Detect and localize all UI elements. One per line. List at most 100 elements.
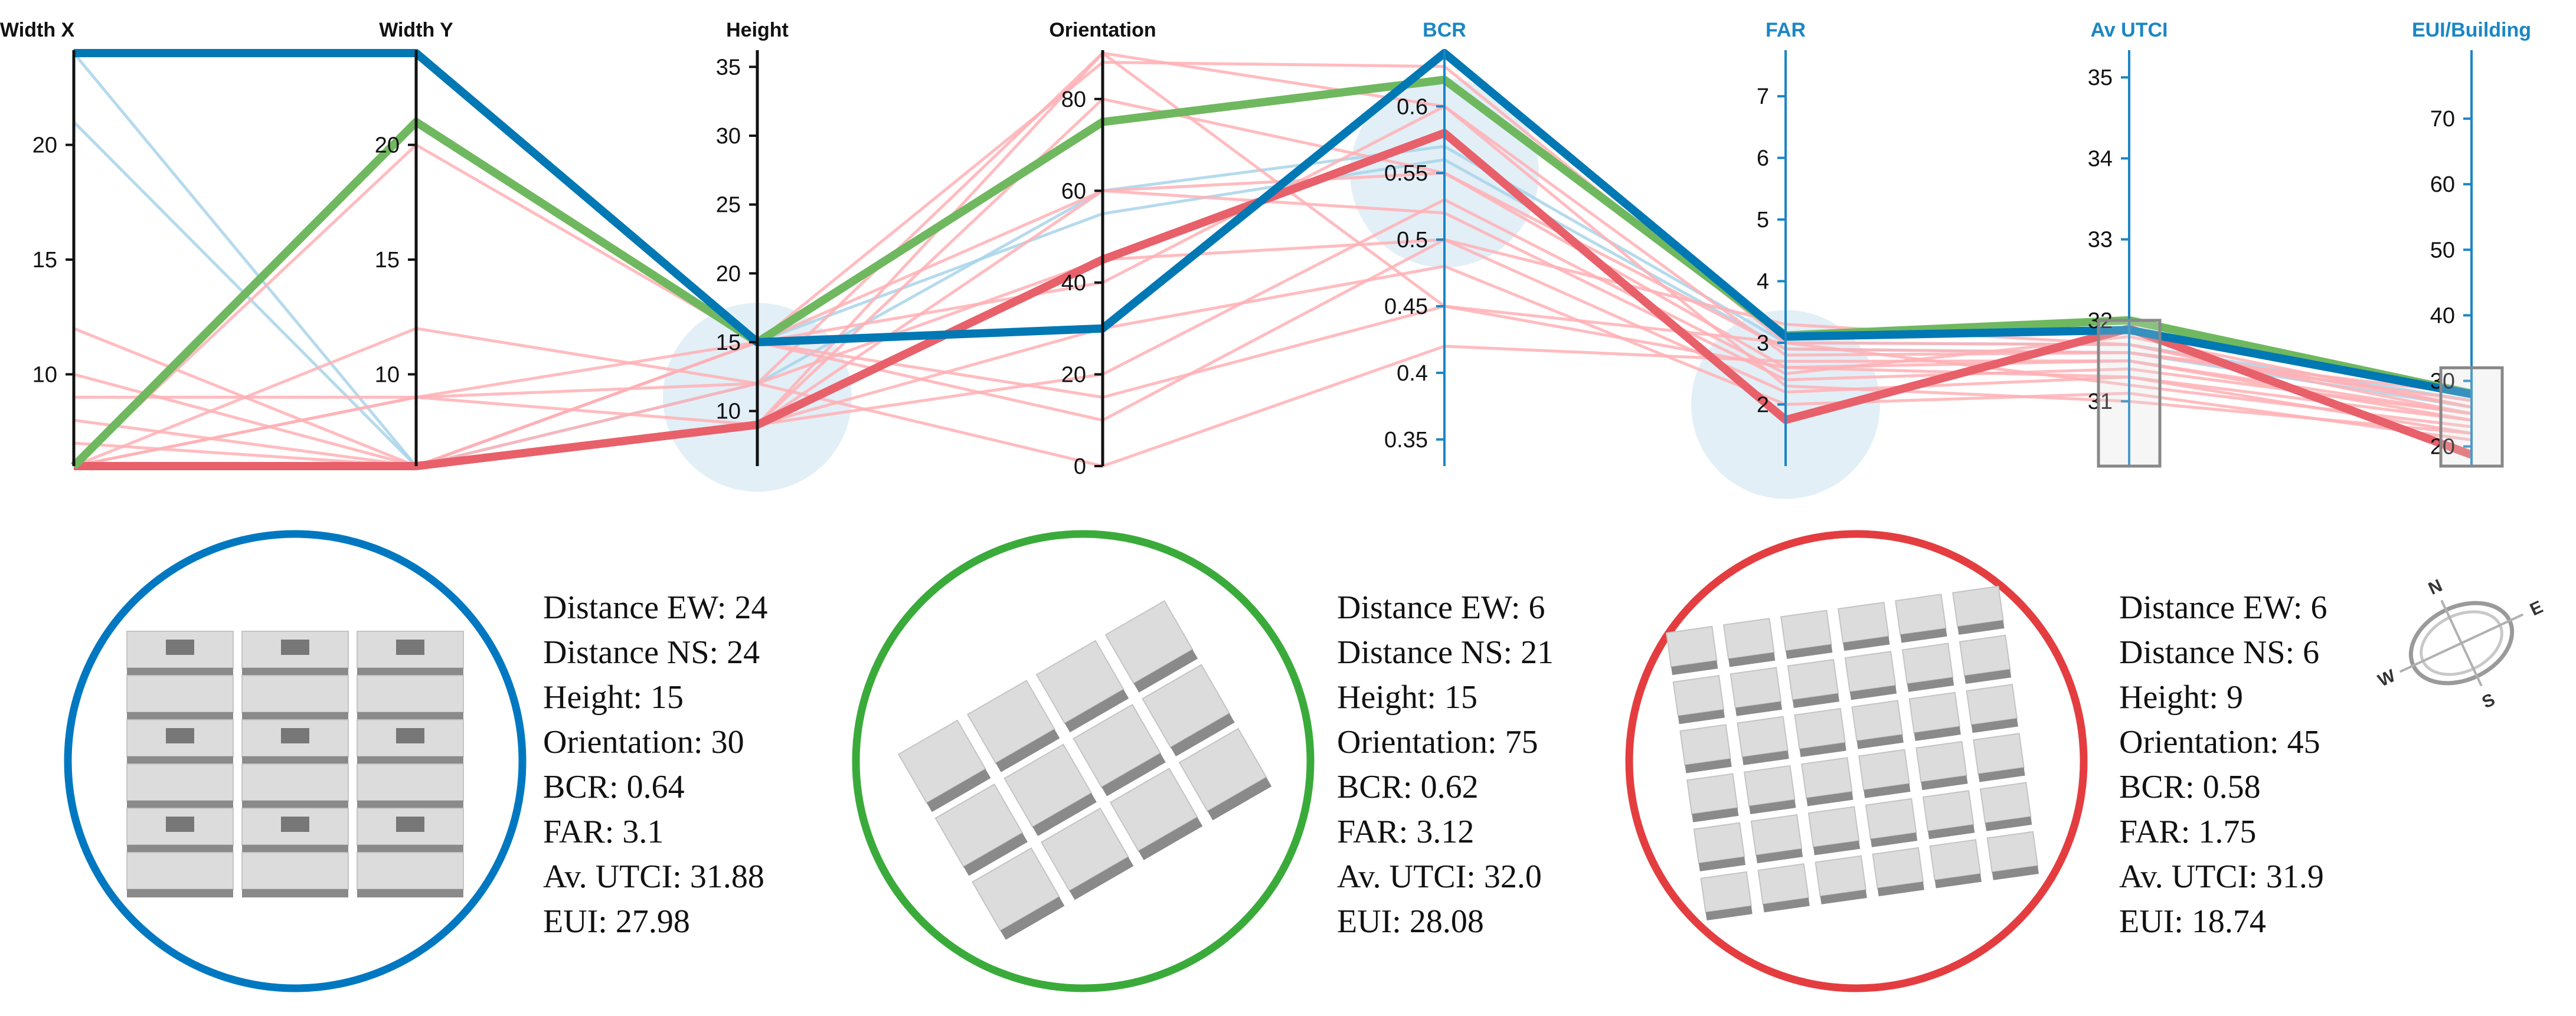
tick-label-height: 30 — [716, 124, 741, 149]
option-2-line-7: Av. UTCI: 32.0 — [1337, 858, 1542, 895]
option-1-block — [126, 763, 234, 801]
option-3-ring — [1625, 530, 2088, 992]
tick-label-eui: 70 — [2430, 107, 2455, 132]
tick-label-height: 25 — [716, 193, 741, 218]
option-3-block — [1986, 831, 2039, 873]
option-1-courtyard — [396, 640, 424, 655]
tick-label-eui: 60 — [2430, 172, 2455, 197]
tick-label-orientation: 40 — [1061, 271, 1086, 296]
option-3-block-side — [1820, 890, 1867, 904]
option-1-panel: Distance EW: 24 Distance NS: 24 Height: … — [64, 530, 767, 992]
option-2-line-2: Distance NS: 21 — [1337, 634, 1554, 671]
option-1-block-side — [127, 801, 233, 809]
option-1-block-side — [127, 889, 233, 897]
axis-title-width_y: Width Y — [379, 19, 453, 41]
option-3-block-side — [1792, 693, 1840, 708]
option-3-block — [1750, 814, 1803, 856]
option-3-block-side — [1786, 644, 1833, 659]
option-3-block — [1959, 634, 2011, 677]
option-1-line-7: Av. UTCI: 31.88 — [543, 858, 764, 895]
tick-label-orientation: 80 — [1061, 87, 1086, 112]
option-1-block — [126, 852, 234, 890]
option-3-block — [1838, 601, 1889, 644]
tick-label-far: 3 — [1757, 331, 1769, 356]
highlighted-series-line-1[interactable] — [74, 49, 2473, 398]
option-3-line-7: Av. UTCI: 31.9 — [2119, 858, 2324, 895]
compass-north: N — [2425, 576, 2446, 599]
highlighted-series-lines — [71, 49, 2473, 470]
option-3-block — [1686, 773, 1738, 815]
option-3-block — [1908, 691, 1961, 734]
option-3-block-side — [1871, 833, 1918, 847]
option-3-grid — [1665, 585, 2039, 921]
option-1-block-side — [242, 668, 348, 676]
option-3-block-side — [1685, 758, 1732, 774]
option-3-block-side — [1678, 709, 1725, 725]
tick-label-height: 10 — [716, 399, 741, 424]
option-1-block-side — [242, 756, 348, 765]
option-3-block — [1737, 716, 1789, 758]
option-1-courtyard — [281, 640, 309, 655]
axis-title-bcr: BCR — [1423, 19, 1466, 41]
option-3-block — [1979, 782, 2032, 824]
option-2-line-5: BCR: 0.62 — [1337, 769, 1479, 805]
option-3-block — [1780, 609, 1832, 652]
background-series-line — [73, 327, 2472, 468]
option-3-block-side — [1806, 791, 1853, 807]
option-2-ring — [852, 530, 1315, 992]
option-1-block-side — [242, 845, 348, 853]
option-3-block — [1966, 683, 2018, 726]
option-3-block-side — [1964, 669, 2012, 684]
option-2-block — [1035, 640, 1124, 725]
axis-title-av_utci: Av UTCI — [2091, 19, 2168, 41]
option-2-block-side — [1207, 777, 1272, 821]
option-1-block — [241, 675, 349, 713]
option-1-line-2: Distance NS: 24 — [543, 634, 760, 671]
option-3-block-side — [1877, 881, 1924, 897]
option-3-line-6: FAR: 1.75 — [2119, 814, 2256, 850]
tick-label-orientation: 60 — [1061, 179, 1086, 204]
brush-rect-av_utci[interactable] — [2097, 319, 2162, 468]
option-3-block — [1700, 871, 1752, 913]
tick-label-bcr: 0.5 — [1397, 228, 1428, 253]
option-3-block-side — [1914, 726, 1961, 741]
brush-rect-layer — [2097, 319, 2504, 468]
option-1-block-side — [127, 668, 233, 676]
option-3-block-side — [1728, 652, 1776, 667]
option-1-courtyard — [396, 817, 424, 832]
option-3-block-side — [1735, 701, 1783, 716]
option-2-block-side — [1000, 896, 1065, 940]
option-3-block — [1872, 847, 1924, 889]
option-1-block-side — [357, 668, 463, 676]
option-3-block — [1679, 724, 1731, 766]
brush-rect-eui[interactable] — [2439, 366, 2504, 468]
option-3-block-side — [1957, 620, 2005, 635]
option-3-line-1: Distance EW: 6 — [2119, 589, 2327, 626]
tick-label-bcr: 0.45 — [1384, 294, 1428, 319]
tick-label-orientation: 0 — [1074, 454, 1086, 479]
tick-label-av_utci: 34 — [2088, 146, 2113, 171]
option-1-building-model — [126, 631, 464, 897]
option-1-courtyard — [166, 817, 194, 832]
option-3-block — [1895, 594, 1947, 635]
option-2-block — [1178, 727, 1267, 812]
tick-label-height: 15 — [716, 330, 741, 355]
option-3-block — [1929, 839, 1982, 881]
option-1-line-8: EUI: 27.98 — [543, 903, 690, 940]
option-2-block — [1142, 664, 1231, 748]
highlighted-series-line-2[interactable] — [71, 76, 2473, 469]
option-1-courtyard — [281, 817, 309, 832]
tick-label-width_x: 15 — [32, 248, 57, 273]
tick-label-eui: 30 — [2430, 369, 2455, 394]
highlighted-series-line-3[interactable] — [74, 129, 2473, 470]
option-3-block-side — [1813, 840, 1861, 856]
option-3-block-side — [1971, 718, 2018, 733]
tick-label-eui: 40 — [2430, 303, 2455, 328]
tick-label-bcr: 0.35 — [1384, 428, 1428, 453]
option-3-block — [1730, 667, 1782, 709]
option-3-block-side — [1934, 873, 1982, 889]
tick-label-width_x: 10 — [32, 362, 57, 387]
option-2-block-side — [1133, 649, 1198, 693]
option-1-block — [241, 852, 349, 890]
tick-label-width_x: 20 — [32, 133, 57, 158]
